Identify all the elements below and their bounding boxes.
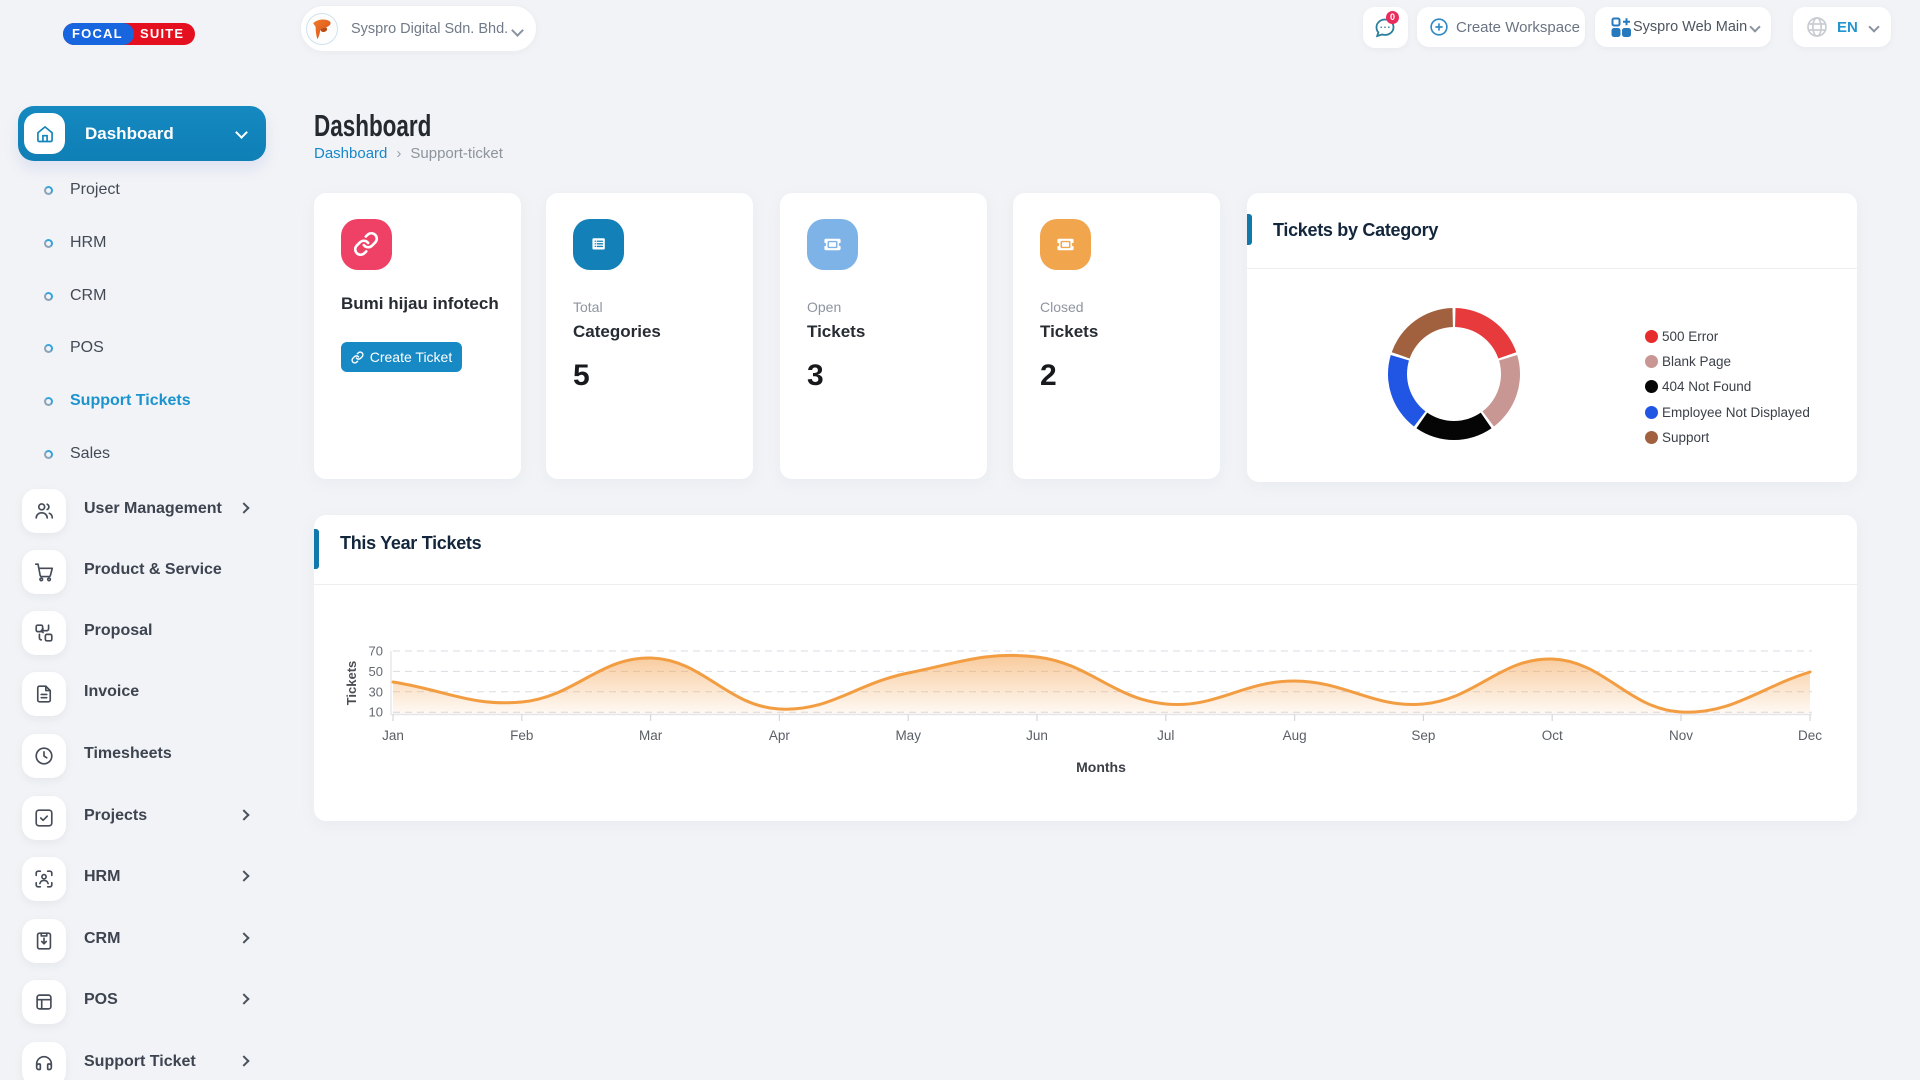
svg-text:Jan: Jan [382, 728, 404, 743]
svg-text:Jun: Jun [1026, 728, 1048, 743]
svg-text:Jul: Jul [1157, 728, 1174, 743]
svg-text:30: 30 [369, 684, 383, 699]
svg-text:10: 10 [369, 705, 383, 720]
svg-text:Apr: Apr [769, 728, 791, 743]
svg-text:70: 70 [369, 644, 383, 659]
svg-text:Sep: Sep [1411, 728, 1435, 743]
svg-text:Dec: Dec [1798, 728, 1822, 743]
svg-text:Months: Months [1076, 759, 1126, 775]
svg-text:Tickets: Tickets [344, 661, 359, 706]
svg-text:50: 50 [369, 664, 383, 679]
svg-text:Oct: Oct [1542, 728, 1563, 743]
svg-text:Feb: Feb [510, 728, 533, 743]
svg-text:Aug: Aug [1283, 728, 1307, 743]
svg-text:Nov: Nov [1669, 728, 1693, 743]
svg-text:May: May [895, 728, 921, 743]
svg-text:Mar: Mar [639, 728, 663, 743]
